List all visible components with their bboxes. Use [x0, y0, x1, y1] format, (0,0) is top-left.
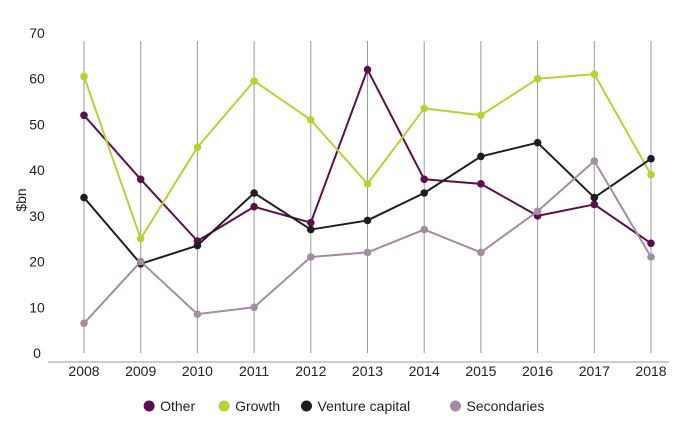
legend-marker-secondaries: [450, 400, 461, 412]
data-point-venture-capital-2008: [80, 193, 88, 202]
data-point-secondaries-2014: [420, 225, 429, 234]
data-point-growth-2015: [477, 111, 485, 120]
x-tick-label: 2011: [239, 363, 269, 379]
data-point-other-2013: [363, 65, 372, 74]
data-point-venture-capital-2012: [307, 225, 315, 234]
y-tick-label: 60: [29, 71, 45, 87]
data-point-growth-2009: [136, 234, 145, 243]
data-point-secondaries-2017: [590, 157, 599, 165]
data-point-secondaries-2008: [80, 319, 88, 328]
data-point-venture-capital-2014: [420, 189, 429, 197]
x-tick-label: 2013: [352, 363, 383, 379]
data-point-growth-2010: [193, 143, 202, 152]
data-point-other-2015: [477, 180, 485, 188]
data-point-other-2011: [250, 202, 258, 211]
legend-label-secondaries: Secondaries: [467, 398, 545, 414]
data-point-venture-capital-2018: [647, 154, 655, 163]
data-point-venture-capital-2013: [363, 216, 372, 225]
legend-marker-other: [143, 400, 155, 412]
data-point-venture-capital-2017: [590, 193, 599, 202]
data-point-secondaries-2009: [136, 257, 145, 266]
data-point-secondaries-2015: [477, 248, 485, 257]
y-tick-label: 50: [29, 116, 45, 132]
x-tick-label: 2010: [182, 363, 213, 379]
data-point-other-2008: [80, 111, 88, 120]
legend-label-growth: Growth: [235, 398, 280, 414]
x-tick-label: 2008: [68, 363, 99, 379]
x-tick-label: 2017: [579, 363, 610, 379]
x-tick-label: 2016: [522, 363, 553, 379]
x-tick-label: 2018: [635, 363, 666, 379]
data-point-growth-2013: [363, 180, 372, 188]
y-axis-title: $bn: [13, 188, 29, 211]
legend-marker-venture-capital: [301, 400, 312, 412]
data-point-secondaries-2010: [193, 310, 202, 318]
y-tick-label: 10: [29, 299, 45, 315]
y-tick-label: 0: [33, 345, 41, 361]
data-point-secondaries-2013: [363, 248, 372, 257]
data-point-growth-2016: [533, 74, 542, 83]
data-point-venture-capital-2010: [193, 241, 202, 250]
legend-label-venture-capital: Venture capital: [318, 398, 411, 414]
x-tick-label: 2009: [125, 363, 156, 379]
data-point-venture-capital-2016: [533, 138, 542, 147]
data-point-secondaries-2018: [647, 253, 655, 261]
data-point-growth-2017: [590, 70, 599, 78]
x-tick-label: 2015: [465, 363, 496, 379]
y-tick-label: 40: [29, 162, 45, 178]
data-point-secondaries-2012: [307, 253, 315, 261]
data-point-growth-2014: [420, 104, 429, 113]
y-tick-label: 70: [29, 25, 45, 41]
legend-marker-growth: [218, 400, 230, 412]
data-point-growth-2018: [647, 170, 655, 179]
data-point-growth-2011: [250, 77, 258, 85]
data-point-secondaries-2011: [250, 303, 258, 312]
x-tick-label: 2014: [409, 363, 440, 379]
data-point-other-2017: [590, 200, 599, 209]
data-point-other-2012: [307, 218, 315, 227]
legend-label-other: Other: [160, 398, 195, 414]
y-tick-label: 30: [29, 208, 45, 224]
data-point-growth-2008: [80, 72, 88, 81]
data-point-other-2018: [647, 239, 655, 248]
data-point-secondaries-2016: [533, 207, 542, 216]
data-point-venture-capital-2011: [250, 189, 258, 197]
y-tick-label: 20: [29, 254, 45, 270]
data-point-other-2014: [420, 175, 429, 184]
data-point-venture-capital-2015: [477, 152, 485, 161]
x-tick-label: 2012: [295, 363, 326, 379]
data-point-other-2009: [136, 175, 145, 184]
data-point-growth-2012: [307, 116, 315, 124]
